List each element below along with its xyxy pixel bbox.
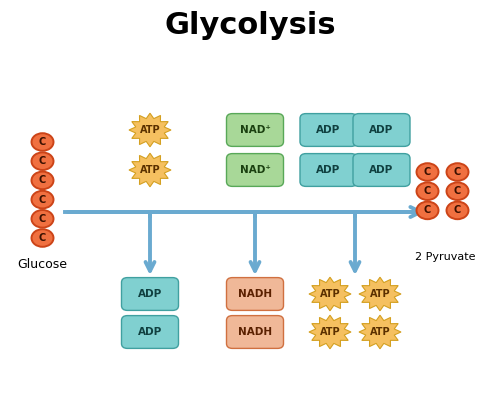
Polygon shape	[359, 277, 401, 311]
Text: C: C	[39, 156, 46, 166]
Text: Glucose: Glucose	[18, 258, 68, 271]
Circle shape	[32, 133, 54, 151]
Text: ATP: ATP	[140, 125, 160, 135]
Text: C: C	[454, 206, 461, 215]
Polygon shape	[309, 315, 351, 349]
Text: C: C	[39, 214, 46, 224]
FancyBboxPatch shape	[226, 154, 283, 186]
Text: ATP: ATP	[370, 289, 390, 299]
Polygon shape	[359, 315, 401, 349]
Circle shape	[446, 182, 468, 200]
Circle shape	[416, 202, 438, 219]
Polygon shape	[129, 153, 171, 187]
Text: ATP: ATP	[320, 289, 340, 299]
FancyBboxPatch shape	[353, 154, 410, 186]
Text: C: C	[39, 233, 46, 243]
Text: C: C	[39, 194, 46, 204]
Circle shape	[446, 163, 468, 181]
Text: ADP: ADP	[370, 125, 394, 135]
Circle shape	[446, 202, 468, 219]
Text: ATP: ATP	[370, 327, 390, 337]
Text: ADP: ADP	[316, 165, 340, 175]
Circle shape	[32, 172, 54, 189]
Circle shape	[32, 152, 54, 170]
Text: C: C	[39, 175, 46, 185]
Circle shape	[416, 182, 438, 200]
Text: C: C	[424, 186, 431, 196]
Circle shape	[32, 229, 54, 247]
Circle shape	[416, 163, 438, 181]
FancyBboxPatch shape	[226, 114, 283, 146]
Text: Glycolysis: Glycolysis	[164, 12, 336, 40]
Text: C: C	[454, 186, 461, 196]
Text: C: C	[39, 137, 46, 147]
Polygon shape	[129, 113, 171, 147]
Text: NADH: NADH	[238, 327, 272, 337]
FancyBboxPatch shape	[353, 114, 410, 146]
FancyBboxPatch shape	[300, 114, 357, 146]
Text: NADH: NADH	[238, 289, 272, 299]
Text: C: C	[454, 167, 461, 177]
Polygon shape	[309, 277, 351, 311]
FancyBboxPatch shape	[226, 278, 283, 310]
FancyBboxPatch shape	[122, 278, 178, 310]
Text: 2 Pyruvate: 2 Pyruvate	[415, 252, 475, 262]
FancyBboxPatch shape	[300, 154, 357, 186]
FancyBboxPatch shape	[226, 316, 283, 348]
Circle shape	[32, 210, 54, 228]
Text: NAD⁺: NAD⁺	[240, 125, 270, 135]
Text: ADP: ADP	[138, 289, 162, 299]
Text: ATP: ATP	[140, 165, 160, 175]
FancyBboxPatch shape	[122, 316, 178, 348]
Text: ADP: ADP	[316, 125, 340, 135]
Text: ADP: ADP	[370, 165, 394, 175]
Text: NAD⁺: NAD⁺	[240, 165, 270, 175]
Text: C: C	[424, 167, 431, 177]
Text: C: C	[424, 206, 431, 215]
Circle shape	[32, 191, 54, 208]
Text: ATP: ATP	[320, 327, 340, 337]
Text: ADP: ADP	[138, 327, 162, 337]
